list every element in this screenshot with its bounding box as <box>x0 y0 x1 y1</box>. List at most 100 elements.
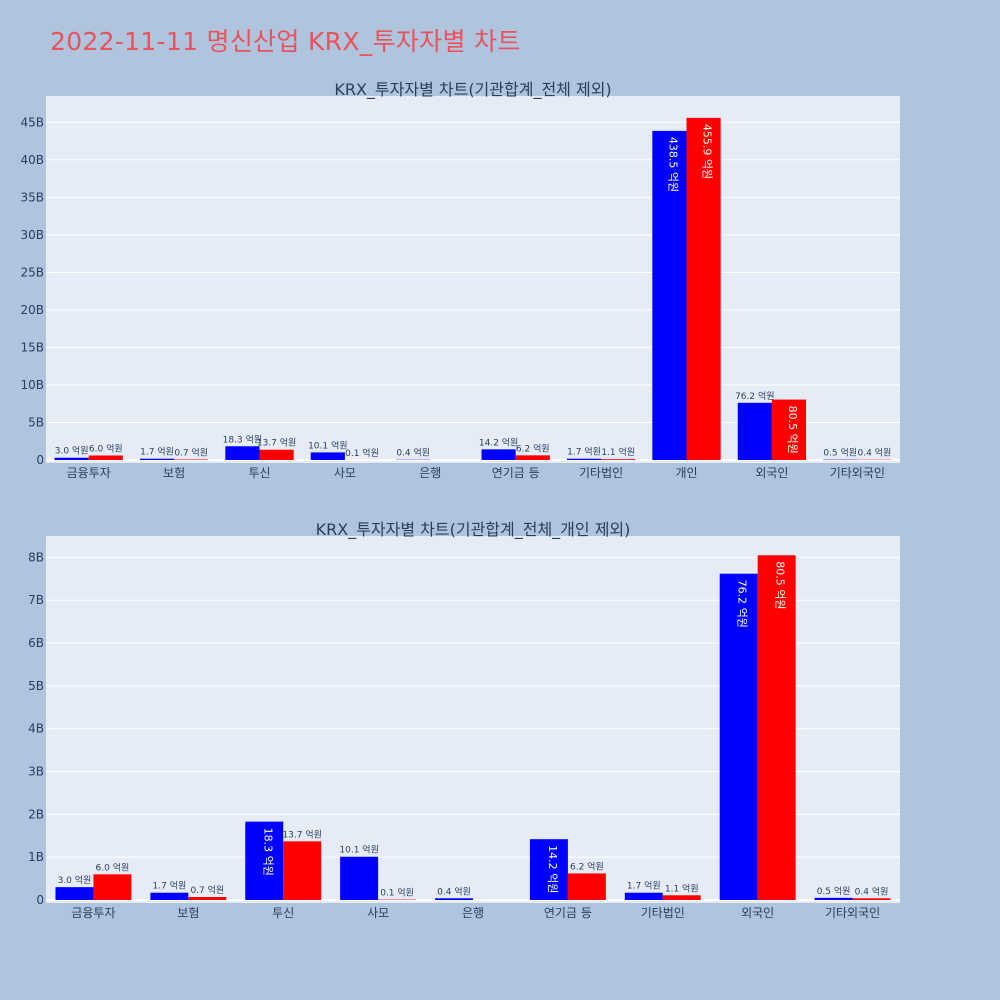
bar-buy-9 <box>737 402 772 460</box>
chart-2: KRX_투자자별 차트(기관합계_전체_개인 제외) 0 1B 2B 3B 4B 5B 6B 7… <box>28 520 900 920</box>
y-tick-label: 5B <box>28 679 44 693</box>
data-label: 0.4 억원 <box>858 447 892 459</box>
x-tick-label: 사모 <box>334 466 356 480</box>
data-label: 18.3 억원 <box>261 828 274 876</box>
data-label: 6.0 억원 <box>89 442 123 454</box>
bar-buy-7 <box>624 892 663 900</box>
data-label: 18.3 억원 <box>223 433 262 445</box>
data-label: 0.7 억원 <box>174 446 208 458</box>
data-label: 76.2 억원 <box>736 580 749 628</box>
data-label: 3.0 억원 <box>58 874 92 886</box>
bar-buy-6 <box>529 839 568 900</box>
bar-sell-3 <box>259 449 294 460</box>
x-tick-label: 금융투자 <box>71 906 115 920</box>
bar-buy-1 <box>55 887 94 900</box>
bar-sell-7 <box>662 895 701 900</box>
x-tick-label: 기타외국인 <box>825 906 880 920</box>
bar-sell-2 <box>174 459 209 460</box>
x-tick-label: 은행 <box>419 465 441 480</box>
bar-sell-9 <box>771 399 807 460</box>
data-label: 10.1 억원 <box>308 439 347 451</box>
x-tick-label: 기타외국인 <box>830 466 885 480</box>
y-tick-label: 7B <box>28 593 44 607</box>
bar-buy-2 <box>139 458 175 460</box>
x-tick-label: 은행 <box>462 905 484 920</box>
bar-buy-8 <box>652 130 687 460</box>
y-tick-label: 10B <box>20 378 44 392</box>
y-tick-label: 30B <box>20 228 44 242</box>
chart-1: KRX_투자자별 차트(기관합계_전체 제외) 0 5B 10B 15B 20B 25B 30… <box>20 80 900 480</box>
x-tick-label: 투신 <box>248 466 270 480</box>
data-label: 0.5 억원 <box>817 885 851 897</box>
y-tick-label: 15B <box>20 340 44 354</box>
data-label: 0.5 억원 <box>823 447 857 459</box>
y-tick-label: 0 <box>36 893 44 907</box>
bar-buy-3 <box>245 821 284 900</box>
data-label: 438.5 억원 <box>666 137 679 192</box>
data-label: 1.1 억원 <box>665 882 699 894</box>
y-tick-label: 45B <box>20 115 44 129</box>
y-tick-label: 40B <box>20 153 44 167</box>
x-tick-label: 기타법인 <box>579 466 623 480</box>
data-label: 13.7 억원 <box>257 437 296 449</box>
y-tick-label: 25B <box>20 265 44 279</box>
data-label: 3.0 억원 <box>55 445 89 457</box>
y-tick-label: 5B <box>28 415 44 429</box>
y-tick-label: 0 <box>36 453 44 467</box>
bar-buy-2 <box>150 892 189 900</box>
bar-sell-6 <box>567 873 606 900</box>
plot-area <box>46 96 900 463</box>
bar-sell-9 <box>852 898 891 900</box>
data-label: 1.7 억원 <box>627 880 661 892</box>
bar-buy-3 <box>225 446 260 460</box>
data-label: 0.1 억원 <box>345 447 379 459</box>
data-label: 0.4 억원 <box>396 447 430 459</box>
x-tick-label: 외국인 <box>741 906 774 920</box>
data-label: 455.9 억원 <box>701 124 714 179</box>
bar-sell-7 <box>601 459 636 460</box>
y-tick-label: 6B <box>28 636 44 650</box>
bar-sell-1 <box>88 455 123 460</box>
x-tick-label: 금융투자 <box>67 466 111 480</box>
bar-sell-2 <box>188 897 227 900</box>
chart-title: KRX_투자자별 차트(기관합계_전체_개인 제외) <box>316 520 631 540</box>
data-label: 1.7 억원 <box>152 880 186 892</box>
bar-sell-8 <box>757 555 796 900</box>
data-label: 0.1 억원 <box>380 887 414 899</box>
data-label: 14.2 억원 <box>479 436 518 448</box>
y-tick-label: 2B <box>28 807 44 821</box>
data-label: 0.4 억원 <box>437 885 471 897</box>
data-label: 13.7 억원 <box>282 828 321 840</box>
data-label: 1.7 억원 <box>140 446 174 458</box>
x-tick-label: 보험 <box>163 466 185 480</box>
data-label: 6.2 억원 <box>570 860 604 872</box>
x-tick-label: 보험 <box>177 906 199 920</box>
bar-sell-1 <box>93 874 132 900</box>
data-label: 80.5 억원 <box>774 561 787 609</box>
y-tick-label: 3B <box>28 765 44 779</box>
data-label: 76.2 억원 <box>735 390 774 402</box>
data-label: 1.1 억원 <box>601 446 635 458</box>
data-label: 6.0 억원 <box>96 861 130 873</box>
y-tick-label: 4B <box>28 722 44 736</box>
x-tick-label: 외국인 <box>755 466 788 480</box>
x-tick-label: 기타법인 <box>641 906 685 920</box>
data-label: 10.1 억원 <box>339 844 378 856</box>
bar-buy-6 <box>481 449 516 460</box>
data-label: 0.4 억원 <box>855 885 889 897</box>
bar-buy-8 <box>719 573 758 900</box>
y-tick-label: 35B <box>20 190 44 204</box>
bar-buy-4 <box>340 856 379 900</box>
bar-sell-8 <box>686 117 721 460</box>
data-label: 80.5 억원 <box>786 406 799 454</box>
chart-title: KRX_투자자별 차트(기관합계_전체 제외) <box>334 80 611 100</box>
bar-buy-4 <box>310 452 345 460</box>
page-title: 2022-11-11 명신산업 KRX_투자자별 차트 <box>50 27 521 56</box>
x-tick-label: 연기금 등 <box>544 906 592 920</box>
data-label: 6.2 억원 <box>516 442 550 454</box>
data-label: 1.7 억원 <box>567 446 601 458</box>
bar-buy-5 <box>435 898 473 900</box>
bar-buy-9 <box>814 897 853 900</box>
y-tick-label: 1B <box>28 850 44 864</box>
